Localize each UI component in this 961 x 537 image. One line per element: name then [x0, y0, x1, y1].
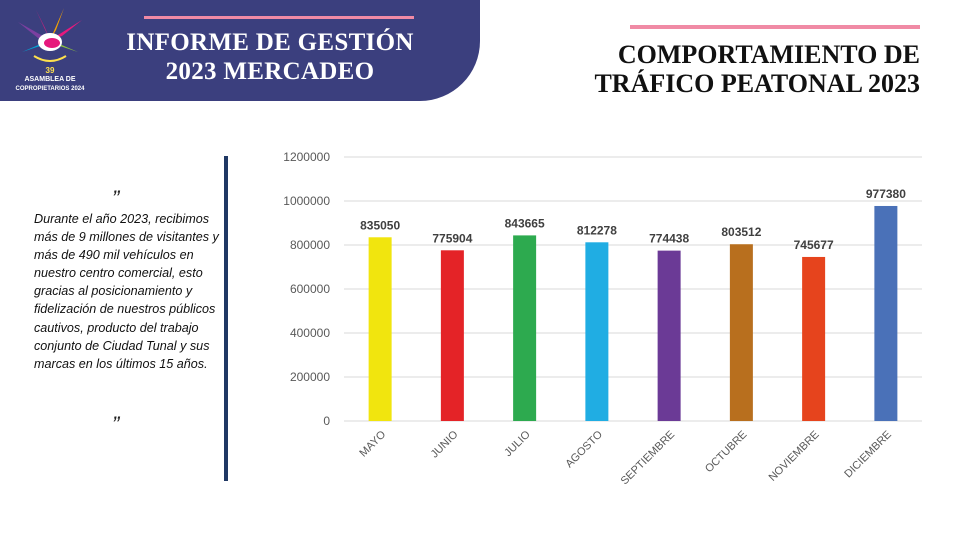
slide-title-line2: TRÁFICO PEATONAL 2023 — [594, 69, 920, 98]
data-label: 803512 — [721, 225, 761, 239]
title-accent-line — [630, 25, 920, 29]
y-tick-label: 1000000 — [283, 194, 330, 208]
quote-bar — [224, 156, 228, 481]
bar — [513, 235, 537, 421]
y-tick-label: 400000 — [290, 326, 330, 340]
data-label: 774438 — [649, 232, 689, 246]
bar — [802, 256, 826, 421]
data-label: 812278 — [577, 223, 617, 237]
y-tick-label: 1200000 — [283, 150, 330, 164]
report-title-line1: INFORME DE GESTIÓN — [126, 29, 414, 56]
data-label: 745677 — [794, 238, 834, 252]
logo-number: 39 — [45, 66, 55, 75]
y-tick-label: 0 — [323, 414, 330, 428]
x-tick-label: OCTUBRE — [703, 429, 750, 476]
grid-lines — [344, 156, 922, 422]
y-axis-ticks: 0 200000 400000 600000 800000 1000000 1200000 — [283, 150, 330, 428]
bar — [585, 242, 609, 421]
report-title: INFORME DE GESTIÓN 2023 MERCADEO — [110, 28, 430, 86]
y-tick-label: 200000 — [290, 370, 330, 384]
bar — [368, 237, 392, 421]
bar — [657, 250, 681, 421]
x-tick-label: NOVIEMBRE — [767, 429, 822, 484]
quote-close-mark: ” — [112, 412, 120, 437]
data-labels: 835050 775904 843665 812278 774438 803512 7456… — [360, 187, 906, 252]
slide-title-line1: COMPORTAMIENTO DE — [617, 40, 920, 69]
x-tick-label: AGOSTO — [563, 428, 605, 470]
assembly-logo: 39 ASAMBLEA DE COPROPIETARIOS 2024 — [12, 6, 88, 98]
data-label: 775904 — [432, 231, 472, 245]
quote-text: Durante el año 2023, recibimos más de 9 … — [34, 212, 219, 371]
x-tick-label: JUNIO — [429, 428, 461, 460]
bars — [368, 205, 898, 421]
data-label: 843665 — [505, 216, 545, 230]
bar — [729, 244, 753, 421]
x-axis-ticks: MAYO JUNIO JULIO AGOSTO SEPTIEMBRE OCTUBRE NOV… — [357, 428, 894, 487]
data-label: 835050 — [360, 218, 400, 232]
y-tick-label: 800000 — [290, 238, 330, 252]
bar — [874, 205, 898, 421]
logo-line1: ASAMBLEA DE — [24, 76, 76, 83]
banner-accent-line — [144, 16, 414, 19]
logo-flower-icon — [18, 8, 82, 62]
bar — [440, 250, 464, 421]
slide-title: COMPORTAMIENTO DE TRÁFICO PEATONAL 2023 — [540, 40, 920, 98]
report-title-line2: 2023 MERCADEO — [165, 58, 375, 85]
header-banner: 39 ASAMBLEA DE COPROPIETARIOS 2024 INFOR… — [0, 0, 480, 101]
x-tick-label: JULIO — [502, 428, 533, 459]
x-tick-label: SEPTIEMBRE — [619, 429, 678, 488]
quote-open-mark: ” — [112, 186, 120, 211]
data-label: 977380 — [866, 187, 906, 201]
logo-line2: COPROPIETARIOS 2024 — [15, 86, 85, 92]
x-tick-label: DICIEMBRE — [842, 429, 894, 481]
x-tick-label: MAYO — [357, 428, 388, 459]
y-tick-label: 600000 — [290, 282, 330, 296]
